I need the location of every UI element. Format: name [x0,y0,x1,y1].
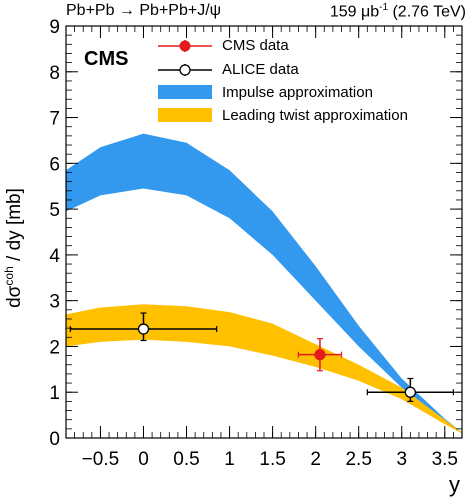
y-tick-label: 7 [49,109,60,130]
legend-label-alice: ALICE data [222,61,299,78]
model-bands [66,133,462,434]
alice-data-point [404,386,416,398]
y-tick-label: 0 [49,429,60,450]
y-axis-label-unit: / dy [mb] [4,188,26,267]
x-tick-label: 3 [396,449,407,470]
y-tick-label: 1 [49,383,60,404]
legend-label-impulse: Impulse approximation [222,84,373,101]
data-points [69,312,454,402]
process-label: Pb+Pb → Pb+Pb+J/ψ [66,2,222,19]
legend-label-leading-twist: Leading twist approximation [222,107,408,124]
y-axis-label: dσcoh / dy [mb] [2,188,26,308]
x-tick-label: 2 [310,449,321,470]
axis-ticks: −0.5 0 0.5 1 1.5 2 2.5 3 3.5 0 1 2 3 4 5 6 7 8 9 [49,17,463,470]
leading-twist-band [66,304,462,434]
legend-label-cms: CMS data [222,37,289,54]
alice-data-point [137,323,150,335]
y-tick-label: 9 [49,17,60,38]
x-tick-label: −0.5 [82,449,120,470]
luminosity-value: 159 μb [329,3,380,21]
y-tick-label: 2 [49,337,60,358]
y-tick-label: 6 [49,154,60,175]
legend-markers [158,40,212,122]
luminosity-label: 159 μb-1 (2.76 TeV) [330,2,466,21]
y-tick-label: 8 [49,63,60,84]
y-axis-label-main: dσ [4,285,26,308]
cms-data-point [314,349,326,361]
legend-impulse-swatch [158,85,212,99]
x-tick-label: 2.5 [345,449,371,470]
x-tick-label: 1 [224,449,235,470]
x-tick-label: 1.5 [259,449,285,470]
cms-tag: CMS [84,48,129,70]
energy-value: (2.76 TeV) [388,3,466,21]
legend-alice-marker [179,64,191,76]
x-tick-label: 0.5 [173,449,199,470]
legend-leading-twist-swatch [158,108,212,122]
x-tick-label: 0 [138,449,149,470]
x-axis-label: y [449,472,460,497]
y-tick-label: 4 [49,246,60,267]
y-axis-label-superscript: coh [1,266,16,286]
y-tick-label: 3 [49,292,60,313]
x-tick-label: 3.5 [432,449,458,470]
legend-cms-marker [179,40,191,52]
y-tick-label: 5 [49,200,60,221]
luminosity-exponent: -1 [379,2,389,13]
